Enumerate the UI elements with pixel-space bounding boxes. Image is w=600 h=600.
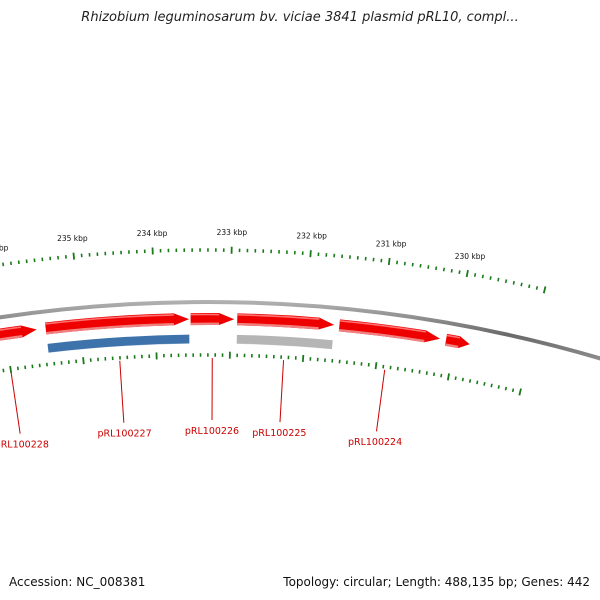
minor-tick <box>461 377 464 382</box>
gene-arrow-shade <box>46 323 175 335</box>
scale-label: 235 kbp <box>57 234 88 243</box>
minor-tick <box>520 282 523 287</box>
minor-tick <box>490 383 493 388</box>
feature-track <box>47 334 333 355</box>
gene-arrow-shade <box>0 335 23 341</box>
scale-label-layer: 230 kbp 231 kbp 232 kbp 233 kbp 234 kbp 235 k… <box>0 228 486 261</box>
gene-label[interactable]: pRL100227 <box>97 429 151 440</box>
minor-tick <box>504 386 508 391</box>
minor-tick <box>483 382 486 386</box>
feature-shine <box>48 343 190 355</box>
scale-label: 236 kbp <box>0 244 9 253</box>
major-tick <box>387 257 391 266</box>
minor-tick <box>504 279 508 284</box>
feature-highlight-band[interactable] <box>47 334 190 353</box>
minor-tick <box>481 274 484 279</box>
minor-tick <box>450 268 453 273</box>
gene-arrow[interactable] <box>190 312 235 326</box>
minor-tick <box>535 286 539 290</box>
gene-arrow-shine <box>45 314 174 325</box>
minor-tick <box>411 262 414 267</box>
scale-label: 234 kbp <box>137 229 168 238</box>
accession-text: Accession: NC_008381 <box>9 575 146 589</box>
minor-tick <box>411 368 414 373</box>
gene-arrow-shine <box>339 320 426 333</box>
gene-label-leader <box>10 372 21 434</box>
minor-tick <box>473 273 477 277</box>
feature-shine <box>236 343 332 351</box>
major-tick <box>72 252 76 260</box>
gene-arrow-shade <box>338 328 425 343</box>
gene-arrow-shine <box>237 314 320 320</box>
major-tick <box>446 373 450 381</box>
minor-tick <box>2 368 5 373</box>
gene-label[interactable]: pRL100228 <box>0 440 49 451</box>
gene-arrow-shine <box>0 326 22 331</box>
major-tick <box>301 354 305 362</box>
minor-tick <box>468 379 472 383</box>
major-tick <box>542 286 547 294</box>
major-tick <box>309 250 312 258</box>
minor-tick <box>425 371 428 375</box>
gene-label-leader <box>376 369 386 432</box>
gene-label[interactable]: pRL100224 <box>348 437 402 448</box>
minor-tick <box>476 380 479 385</box>
gene-label[interactable]: pRL100225 <box>252 428 306 439</box>
genome-summary-text: Topology: circular; Length: 488,135 bp; … <box>283 575 590 589</box>
minor-tick <box>427 265 430 269</box>
map-title: Rhizobium leguminosarum bv. viciae 3841 … <box>81 10 519 25</box>
gene-label-leader <box>279 360 285 423</box>
feature-highlight-band[interactable] <box>236 334 333 350</box>
gene-arrow-shade <box>237 322 319 330</box>
minor-tick <box>440 373 443 378</box>
minor-tick <box>435 266 438 271</box>
major-tick <box>518 388 522 396</box>
gene-label-layer: pRL100228 pRL100227 pRL100226 pRL100225 pRL1… <box>0 358 402 451</box>
plasmid-backbone <box>0 300 600 361</box>
major-tick <box>9 365 13 374</box>
gene-label-leader <box>119 360 125 423</box>
gene-label[interactable]: pRL100226 <box>185 426 239 437</box>
minor-tick <box>497 277 500 282</box>
minor-tick <box>489 276 492 280</box>
minor-tick <box>442 267 446 272</box>
gene-track <box>0 312 470 349</box>
minor-tick <box>419 263 422 268</box>
scale-label: 230 kbp <box>455 252 486 261</box>
scale-label: 232 kbp <box>296 232 327 241</box>
outer-tick-track <box>2 246 547 294</box>
minor-tick <box>432 372 436 377</box>
minor-tick <box>528 284 531 289</box>
major-tick <box>82 357 85 365</box>
major-tick <box>465 269 469 278</box>
minor-tick <box>404 367 407 372</box>
scale-label: 231 kbp <box>376 240 407 249</box>
gene-arrow-shine <box>446 334 461 339</box>
gene-arrow[interactable] <box>338 319 441 343</box>
minor-tick <box>458 270 461 275</box>
minor-tick <box>418 370 421 374</box>
inner-tick-track <box>2 351 522 396</box>
scale-label: 233 kbp <box>217 228 248 237</box>
gene-arrow-shade <box>444 343 459 349</box>
minor-tick <box>512 280 515 285</box>
minor-tick <box>511 388 515 393</box>
minor-tick <box>497 385 500 389</box>
major-tick <box>374 362 378 370</box>
minor-tick <box>454 376 457 381</box>
